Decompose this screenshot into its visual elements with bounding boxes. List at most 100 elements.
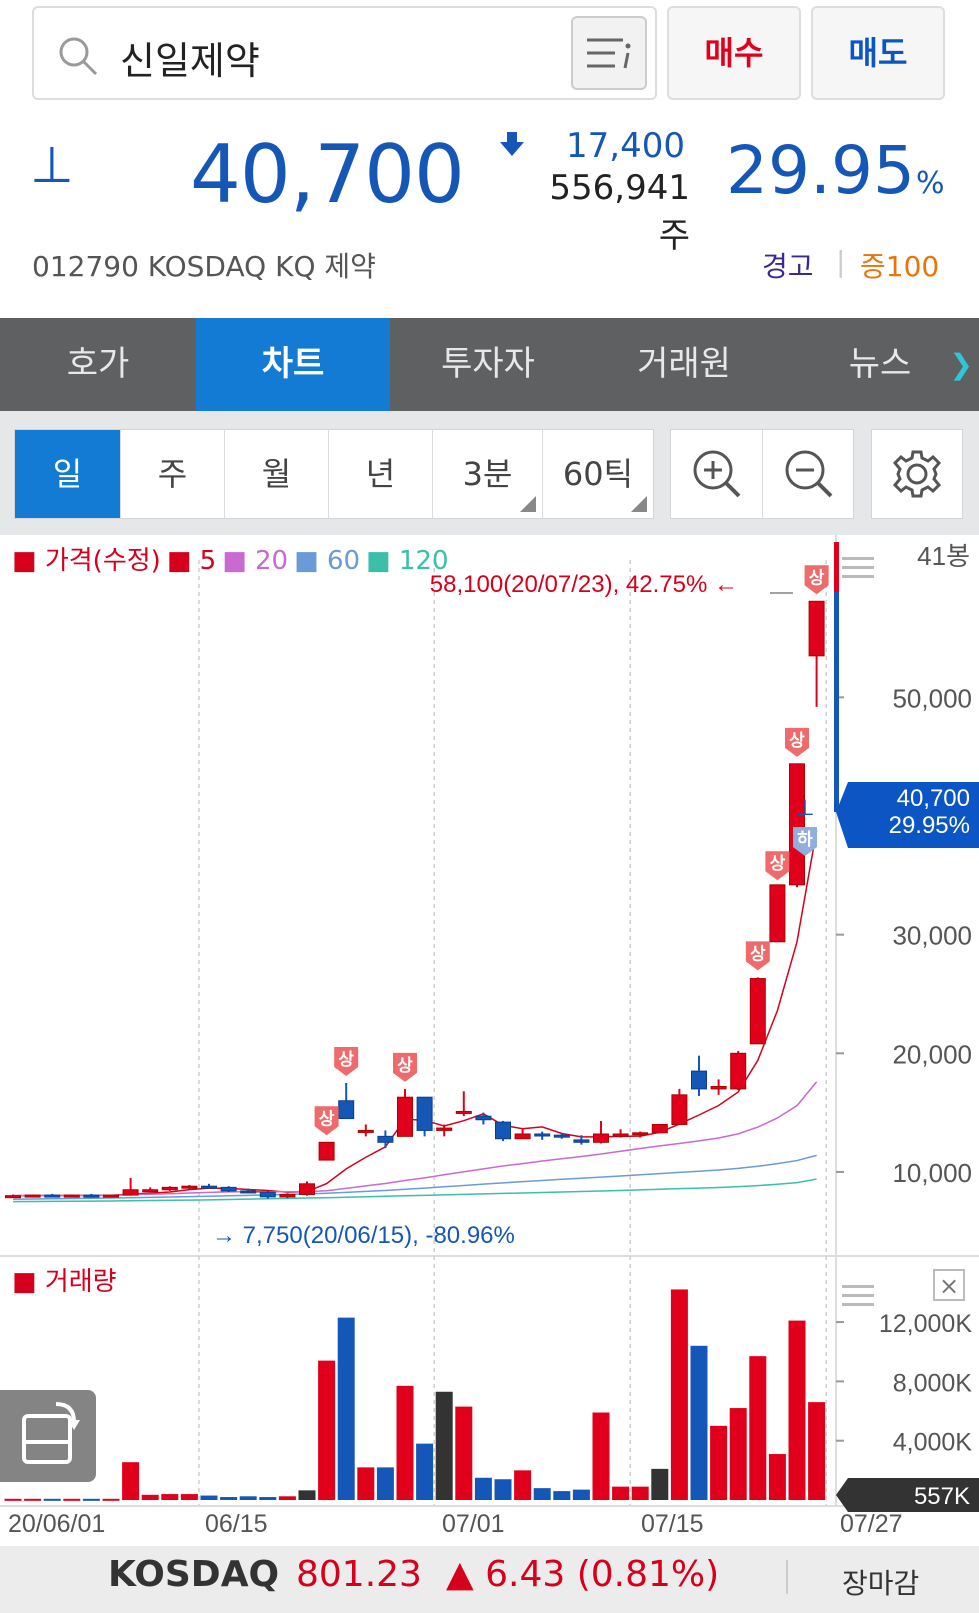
high-annotation: 58,100(20/07/23), 42.75% ←: [430, 571, 738, 598]
candle-body: [416, 1096, 433, 1131]
list-info-icon: [587, 38, 631, 69]
volume-bar: [396, 1385, 414, 1500]
candle-body: [475, 1115, 492, 1121]
trade-volume: 556,941주: [549, 168, 690, 256]
zoom-out-button[interactable]: [763, 430, 855, 518]
rotate-screen-button[interactable]: [0, 1390, 96, 1482]
candle-body: [808, 600, 825, 657]
period-year-button[interactable]: 년: [329, 430, 433, 518]
hamburger-icon: [842, 557, 874, 560]
volume-bar: [435, 1391, 453, 1500]
dropdown-corner-icon: [631, 496, 647, 512]
volume-bar: [788, 1320, 806, 1500]
candle-body: [63, 1194, 80, 1198]
price-tick-label: 50,000: [892, 683, 972, 713]
candle-body: [122, 1189, 139, 1196]
period-tick-button[interactable]: 60틱: [543, 430, 653, 518]
tab-investor[interactable]: 투자자: [441, 344, 535, 384]
candle-body: [279, 1193, 296, 1198]
stock-code-market: 012790 KOSDAQ KQ 제약: [32, 250, 376, 283]
candle-body: [318, 1141, 335, 1161]
current-price-tag: [836, 782, 979, 848]
candle-body: [651, 1123, 668, 1134]
period-month-button[interactable]: 월: [225, 430, 329, 518]
price-tick-label: 20,000: [892, 1039, 972, 1069]
period-minute-button[interactable]: 3분: [433, 430, 543, 518]
stock-info-menu-button[interactable]: [571, 16, 647, 90]
market-index-bar[interactable]: KOSDAQ 801.23 ▲ 6.43 (0.81%) 장마감: [0, 1546, 979, 1613]
volume-bar: [4, 1498, 22, 1501]
candle-body: [397, 1096, 413, 1137]
moving-average-line: [12, 1154, 817, 1200]
tab-order-book[interactable]: 호가: [66, 344, 130, 384]
legend-item: ■ 60: [294, 546, 361, 576]
volume-bar: [455, 1406, 473, 1500]
limit-up-label: 상: [750, 944, 766, 964]
limit-down-symbol: ⊥: [30, 136, 74, 194]
candle-body: [299, 1183, 315, 1195]
volume-tick-label: 12,000K: [879, 1310, 972, 1338]
candle-body: [495, 1121, 511, 1140]
volume-bar: [514, 1470, 532, 1500]
volume-bar: [533, 1488, 551, 1500]
candle-body: [103, 1194, 119, 1198]
settings-button[interactable]: [871, 429, 963, 519]
volume-bar: [43, 1498, 61, 1501]
index-value: 801.23: [296, 1554, 422, 1595]
index-name: KOSDAQ: [108, 1554, 280, 1595]
limit-down-symbol: ⊥: [795, 796, 814, 821]
limit-up-badge: [334, 1046, 359, 1076]
candle-body: [632, 1132, 649, 1136]
volume-bar: [808, 1402, 826, 1500]
margin-badge[interactable]: 증100: [860, 250, 940, 283]
chevron-right-icon[interactable]: ❯: [949, 348, 973, 381]
candle-body: [573, 1139, 590, 1143]
divider: [786, 1560, 788, 1594]
limit-down-label: 하: [797, 830, 813, 850]
candle-body: [710, 1086, 727, 1090]
candle-body: [789, 763, 805, 886]
period-day-button[interactable]: 일: [15, 430, 121, 518]
candle-body: [730, 1052, 747, 1090]
volume-bar: [259, 1497, 277, 1500]
change-rate: 29.95: [726, 132, 915, 209]
tab-news[interactable]: 뉴스: [848, 344, 912, 384]
warning-badge[interactable]: 경고: [762, 250, 814, 283]
sell-button[interactable]: 매도: [811, 6, 945, 100]
chart-background: [0, 535, 979, 1546]
period-minute-label: 3분: [462, 455, 513, 493]
buy-button[interactable]: 매수: [667, 6, 801, 100]
legend-item: ■ 20: [222, 546, 289, 576]
candle-body: [671, 1094, 688, 1125]
volume-bar: [494, 1479, 512, 1500]
period-week-button[interactable]: 주: [121, 430, 225, 518]
candle-body: [436, 1127, 453, 1131]
candle-body: [259, 1191, 276, 1198]
limit-up-label: 상: [770, 854, 786, 874]
hamburger-icon: [842, 575, 874, 578]
zoom-in-button[interactable]: [671, 430, 763, 518]
volume-bar: [572, 1489, 590, 1500]
volume-bar: [749, 1356, 767, 1500]
close-icon-glyph: ×: [939, 1272, 959, 1300]
volume-bar: [220, 1497, 238, 1500]
current-price-tag-rate: 29.95%: [889, 812, 970, 839]
tab-chart[interactable]: 차트: [196, 318, 390, 411]
candle-body: [338, 1100, 355, 1120]
candle-body: [181, 1185, 198, 1189]
volume-bar: [376, 1467, 394, 1500]
period-toolbar: 일 주 월 년 3분 60틱: [0, 411, 979, 535]
index-change: ▲ 6.43 (0.81%): [446, 1554, 720, 1595]
tab-broker[interactable]: 거래원: [637, 344, 731, 384]
search-input[interactable]: 신일제약: [120, 39, 260, 83]
search-box[interactable]: 신일제약: [32, 6, 657, 100]
volume-bar: [710, 1425, 728, 1500]
period-selector: 일 주 월 년 3분 60틱: [14, 429, 654, 519]
volume-bar: [180, 1494, 198, 1500]
scroll-indicator-up: [834, 542, 839, 592]
dropdown-corner-icon: [520, 496, 536, 512]
volume-bar: [161, 1494, 179, 1500]
candle-body: [514, 1133, 531, 1140]
limit-up-badge: [393, 1052, 417, 1082]
